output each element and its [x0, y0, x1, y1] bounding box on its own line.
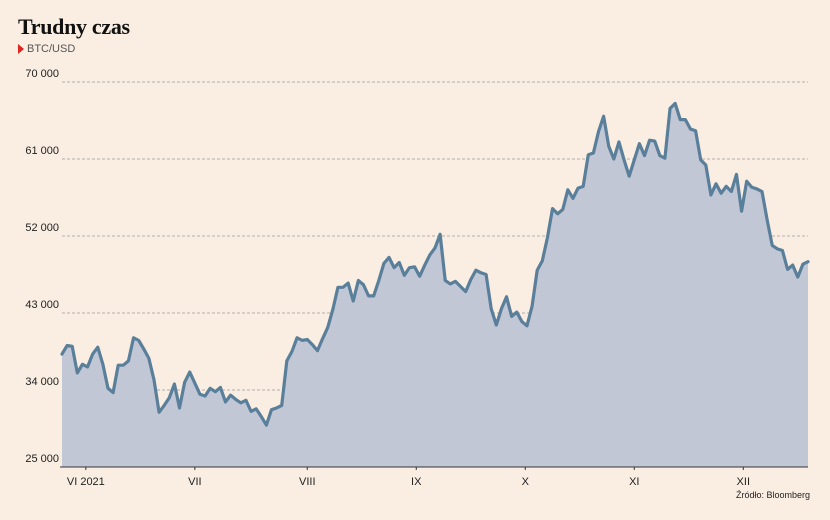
price-line — [60, 101, 810, 427]
y-tick-label: 34 000 — [25, 376, 59, 388]
x-tick-label: VI 2021 — [67, 476, 105, 488]
y-tick-label: 61 000 — [25, 145, 59, 157]
x-tick-label: VIII — [299, 476, 316, 488]
triangle-marker-icon — [18, 44, 24, 54]
chart-title: Trudny czas — [18, 14, 130, 39]
price-area — [62, 103, 808, 467]
x-tick-label: IX — [411, 476, 422, 488]
chart-subtitle: BTC/USD — [18, 43, 75, 55]
y-tick-label: 43 000 — [25, 299, 59, 311]
y-tick-label: 70 000 — [25, 68, 59, 80]
x-tick-label: XI — [629, 476, 639, 488]
y-tick-label: 25 000 — [25, 453, 59, 465]
source-note: Źródło: Bloomberg — [735, 490, 810, 500]
x-tick-label: VII — [188, 476, 201, 488]
x-tick-label: X — [522, 476, 530, 488]
y-tick-label: 52 000 — [25, 222, 59, 234]
x-tick-label: XII — [737, 476, 750, 488]
subtitle-text: BTC/USD — [27, 43, 76, 55]
